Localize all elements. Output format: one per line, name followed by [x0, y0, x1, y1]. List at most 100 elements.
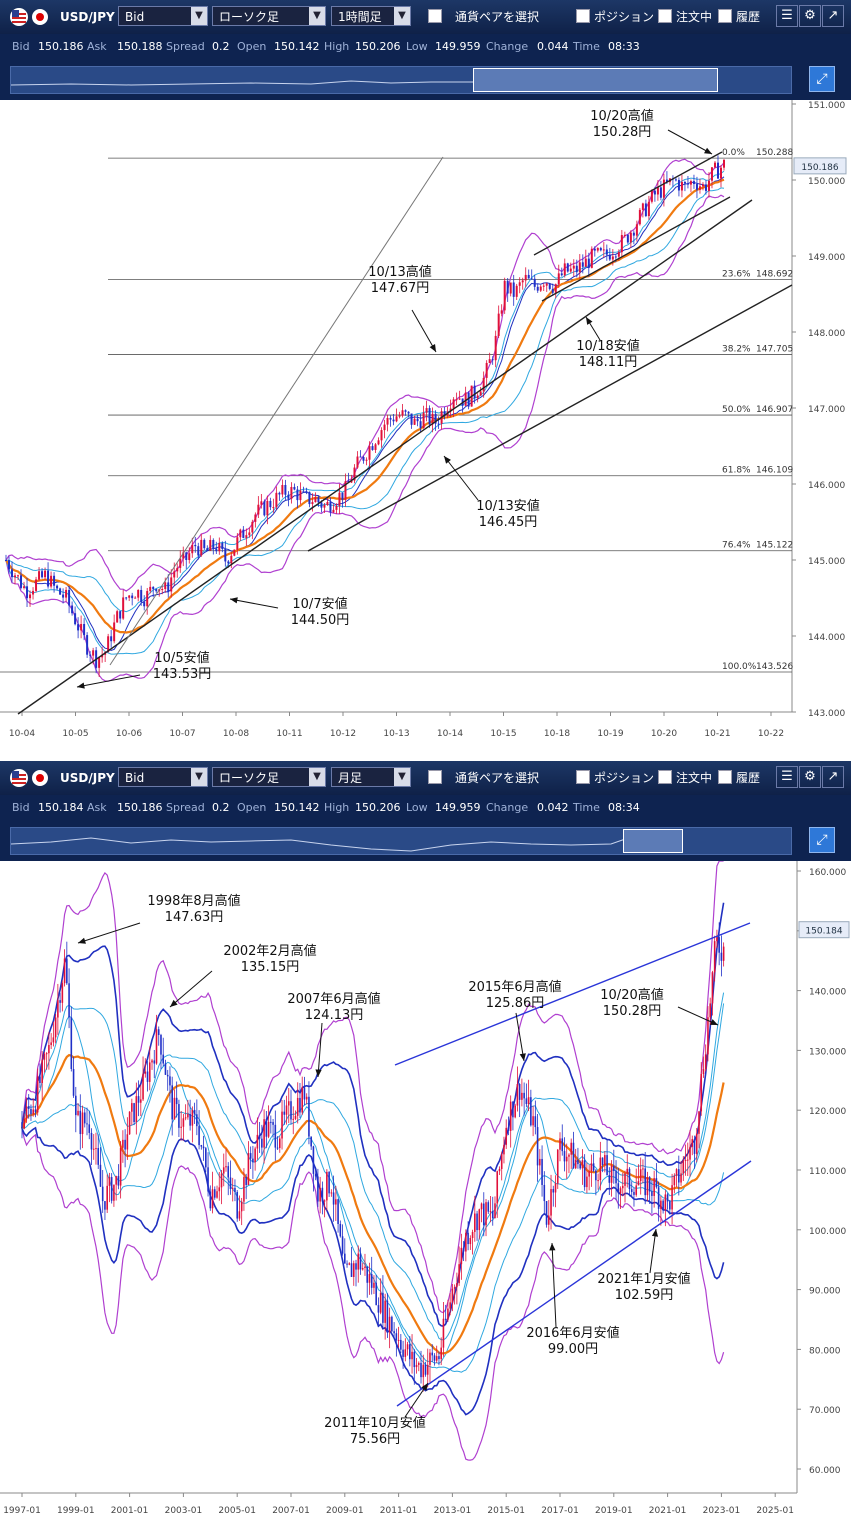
candle-body: [635, 224, 638, 236]
annotation-arrowhead: [78, 937, 86, 944]
position-checkbox[interactable]: [576, 9, 590, 23]
candle-body: [337, 1199, 339, 1224]
candle-body: [44, 570, 47, 578]
candle-body: [704, 1054, 707, 1070]
pair-label[interactable]: USD/JPY: [60, 10, 115, 24]
gear-icon[interactable]: ⚙: [799, 5, 821, 27]
candle-body: [646, 1177, 649, 1196]
candle-body: [384, 1300, 386, 1323]
candle-body: [283, 1111, 286, 1115]
annotation-title: 10/13高値: [368, 264, 431, 280]
annotation-arrow: [551, 1242, 557, 1328]
candle-body: [256, 1134, 259, 1149]
candle-body: [713, 941, 716, 973]
orders-checkbox[interactable]: [658, 9, 672, 23]
navigator: ⤢: [0, 821, 851, 861]
channel-lower: [541, 196, 731, 302]
candle-body: [689, 181, 692, 185]
annotation-arrowhead: [651, 1229, 659, 1237]
candle-body: [248, 532, 251, 536]
menu-icon[interactable]: ☰: [776, 5, 798, 27]
orders-label[interactable]: 注文中: [676, 10, 713, 24]
chart-type-select[interactable]: ローソク足 ▼: [212, 767, 326, 787]
orders-checkbox[interactable]: [658, 770, 672, 784]
candle-body: [258, 1134, 261, 1139]
candle-body: [243, 1177, 245, 1202]
candle-body: [704, 184, 707, 191]
candle-body: [572, 1142, 575, 1169]
position-label[interactable]: ポジション: [594, 10, 655, 24]
x-tick-label: 1999-01: [57, 1506, 95, 1516]
history-label[interactable]: 履歴: [736, 10, 761, 24]
toolbar: USD/JPY Bid ▼ ローソク足 ▼ 月足 ▼ 通貨ペアを選択 ポジション 注文…: [0, 761, 851, 796]
pair-label[interactable]: USD/JPY: [60, 771, 115, 785]
panel-hourly: USD/JPY Bid ▼ ローソク足 ▼ 1時間足 ▼ 通貨ペアを選択 ポジション …: [0, 0, 851, 758]
timeframe-select[interactable]: 月足 ▼: [331, 767, 411, 787]
candle-body: [151, 1060, 153, 1063]
candle-body: [263, 501, 266, 516]
candle-body: [53, 575, 56, 586]
candle-body: [352, 1263, 355, 1277]
candle-body: [416, 418, 419, 422]
candle-body: [431, 1352, 434, 1356]
candle-body: [682, 1160, 685, 1174]
history-checkbox[interactable]: [718, 770, 732, 784]
candle-body: [377, 440, 380, 445]
select-pair-checkbox[interactable]: [428, 9, 442, 23]
orders-label[interactable]: 注文中: [676, 771, 713, 785]
fit-icon[interactable]: ⤢: [809, 827, 835, 853]
candle-body: [267, 1121, 270, 1137]
gear-icon[interactable]: ⚙: [799, 766, 821, 788]
annotation-arrowhead: [315, 1069, 322, 1077]
candle-body: [356, 456, 359, 468]
popout-icon[interactable]: ↗: [822, 766, 844, 788]
chart-type-select[interactable]: ローソク足 ▼: [212, 6, 326, 26]
candle-body: [509, 1101, 512, 1131]
x-tick-label: 2023-01: [703, 1506, 741, 1516]
position-label[interactable]: ポジション: [594, 771, 655, 785]
candle-body: [157, 1029, 160, 1035]
y-tick-label: 70.000: [809, 1406, 841, 1416]
candle-body: [453, 1287, 456, 1289]
candle-body: [707, 180, 710, 191]
fit-icon[interactable]: ⤢: [809, 66, 835, 92]
navigator-window[interactable]: [473, 68, 718, 92]
annotation-title: 10/20高値: [600, 987, 663, 1003]
navigator-track[interactable]: [10, 66, 792, 94]
select-pair-label[interactable]: 通貨ペアを選択: [455, 771, 540, 785]
candle-body: [167, 582, 170, 592]
candle-body: [98, 657, 101, 668]
bollinger-lower-1: [22, 1103, 725, 1373]
candle-body: [45, 1053, 48, 1055]
candle-body: [516, 1084, 519, 1106]
select-pair-checkbox[interactable]: [428, 770, 442, 784]
navigator-window[interactable]: [623, 829, 683, 853]
candle-body: [92, 1148, 95, 1150]
price-type-select[interactable]: Bid ▼: [118, 767, 208, 787]
navigator-track[interactable]: [10, 827, 792, 855]
position-checkbox[interactable]: [576, 770, 590, 784]
candle-body: [281, 484, 284, 495]
us-flag-icon[interactable]: [8, 6, 60, 28]
candle-body: [686, 1159, 689, 1161]
candle-body: [548, 283, 551, 289]
candle-body: [462, 1247, 465, 1252]
select-pair-label[interactable]: 通貨ペアを選択: [455, 10, 540, 24]
timeframe-select[interactable]: 1時間足 ▼: [331, 6, 411, 26]
candle-body: [611, 256, 614, 260]
candle-body: [303, 1087, 306, 1100]
popout-icon[interactable]: ↗: [822, 5, 844, 27]
candle-body: [5, 560, 7, 561]
history-checkbox[interactable]: [718, 9, 732, 23]
candle-body: [274, 1124, 277, 1148]
menu-icon[interactable]: ☰: [776, 766, 798, 788]
bollinger-lower-1: [5, 187, 725, 655]
history-label[interactable]: 履歴: [736, 771, 761, 785]
us-flag-icon[interactable]: [8, 767, 60, 789]
price-type-select[interactable]: Bid ▼: [118, 6, 208, 26]
annotation-title: 10/13安値: [476, 498, 539, 514]
candle-body: [133, 1103, 135, 1123]
candle-body: [164, 1063, 167, 1075]
annotation-price: 147.67円: [371, 281, 430, 296]
candle-body: [482, 1203, 485, 1226]
